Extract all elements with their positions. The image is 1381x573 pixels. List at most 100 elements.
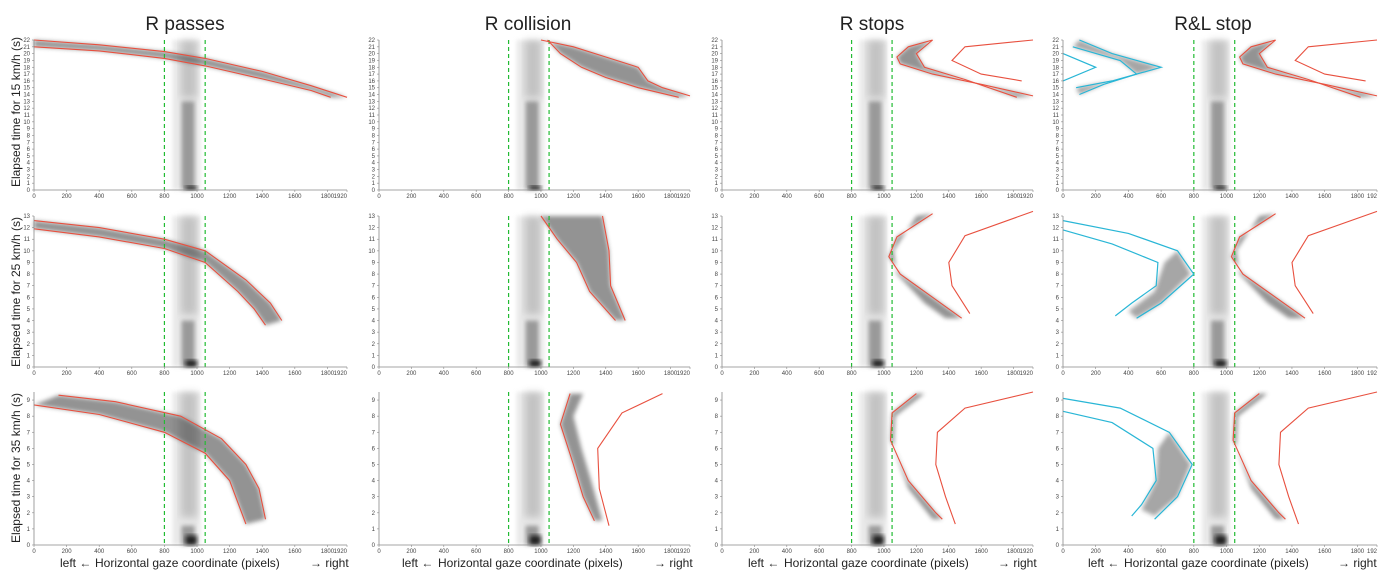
panel-r3-c1: 0 1 2 3 4 5 6 7 8 9 0 200 400 600 800 1000 1200 1400 1600 1… xyxy=(27,392,348,555)
y-tick-label: 6 xyxy=(1056,147,1060,153)
y-tick-label: 8 xyxy=(1056,414,1060,420)
x-tick-label: 800 xyxy=(159,194,170,200)
gaze-heat-band xyxy=(896,40,1033,98)
y-tick-label: 2 xyxy=(27,174,31,180)
xlabel-left: left ← xyxy=(748,556,779,570)
x-tick-label: 1000 xyxy=(190,194,204,200)
right-object-boundary-line xyxy=(896,39,1034,97)
y-tick-label: 3 xyxy=(27,495,31,501)
y-tick-label: 5 xyxy=(27,154,31,160)
y-tick-label: 1 xyxy=(1056,527,1060,533)
y-tick-label: 14 xyxy=(368,93,375,99)
x-tick-label: 1600 xyxy=(1318,549,1332,555)
left-object-boundary-line xyxy=(1062,397,1193,520)
x-tick-label: 400 xyxy=(1123,549,1134,555)
y-tick-label: 3 xyxy=(1056,495,1060,501)
x-tick-label: 1920 xyxy=(334,549,348,555)
x-tick-label: 1400 xyxy=(1285,194,1299,200)
upper-gaze-haze xyxy=(180,216,198,315)
x-tick-label: 200 xyxy=(1091,194,1102,200)
y-tick-label: 1 xyxy=(372,353,376,359)
y-tick-label: 22 xyxy=(23,38,30,44)
y-tick-label: 2 xyxy=(715,342,719,348)
x-tick-label: 1800 xyxy=(321,549,335,555)
fixation-heat-core xyxy=(872,360,884,367)
x-tick-label: 600 xyxy=(1156,549,1167,555)
y-tick-label: 15 xyxy=(368,86,375,92)
y-tick-label: 11 xyxy=(24,113,31,119)
x-tick-label: 1400 xyxy=(256,371,270,377)
fixation-heat-column xyxy=(1211,320,1225,367)
x-tick-label: 0 xyxy=(1061,549,1065,555)
column-title-r-collision: R collision xyxy=(485,14,572,35)
y-tick-label: 22 xyxy=(711,38,718,44)
gaze-heat-band xyxy=(1231,213,1305,319)
y-tick-label: 7 xyxy=(372,140,376,146)
upper-gaze-haze xyxy=(1210,40,1227,98)
y-tick-label: 0 xyxy=(372,365,376,371)
y-tick-label: 0 xyxy=(715,188,719,194)
x-tick-label: 600 xyxy=(1156,194,1167,200)
x-tick-label: 1800 xyxy=(321,371,335,377)
xlabel-right: → right xyxy=(998,556,1037,570)
y-tick-label: 8 xyxy=(715,133,719,139)
y-tick-label: 17 xyxy=(368,72,375,78)
left-object-boundary-line xyxy=(1075,39,1164,89)
x-tick-label: 1400 xyxy=(942,194,956,200)
xlabel-left: left ← xyxy=(60,556,91,570)
x-tick-label: 192 xyxy=(1367,194,1378,200)
y-tick-label: 4 xyxy=(27,319,31,325)
y-tick-label: 10 xyxy=(711,120,718,126)
x-tick-label: 1920 xyxy=(677,194,691,200)
y-tick-label: 17 xyxy=(711,72,718,78)
y-tick-label: 2 xyxy=(372,511,376,517)
fixation-heat-core xyxy=(1215,535,1227,545)
y-tick-label: 3 xyxy=(715,495,719,501)
x-tick-label: 1800 xyxy=(664,371,678,377)
x-tick-label: 1000 xyxy=(877,194,891,200)
y-tick-label: 15 xyxy=(1052,86,1059,92)
x-tick-label: 1200 xyxy=(1253,371,1267,377)
y-tick-label: 11 xyxy=(24,237,31,243)
x-tick-label: 1600 xyxy=(974,371,988,377)
y-tick-label: 1 xyxy=(1056,181,1060,187)
xlabel-middle: Horizontal gaze coordinate (pixels) xyxy=(784,556,969,570)
x-tick-label: 200 xyxy=(62,194,73,200)
xlabel-right: → right xyxy=(310,556,349,570)
upper-gaze-haze xyxy=(524,216,541,315)
x-tick-label: 800 xyxy=(159,371,170,377)
x-tick-label: 800 xyxy=(159,549,170,555)
y-tick-label: 7 xyxy=(715,284,719,290)
y-tick-label: 5 xyxy=(372,154,376,160)
right-object-boundary-line xyxy=(33,39,348,98)
y-tick-label: 6 xyxy=(27,446,31,452)
y-tick-label: 13 xyxy=(368,99,375,105)
x-tick-label: 200 xyxy=(1091,549,1102,555)
right-object-boundary-line xyxy=(33,220,283,321)
y-tick-label: 5 xyxy=(372,462,376,468)
y-tick-label: 11 xyxy=(369,237,376,243)
y-tick-label: 4 xyxy=(372,161,376,167)
y-tick-label: 6 xyxy=(372,446,376,452)
x-tick-label: 1600 xyxy=(288,549,302,555)
x-tick-label: 1400 xyxy=(256,194,270,200)
y-tick-label: 1 xyxy=(715,353,719,359)
y-tick-label: 7 xyxy=(27,430,31,436)
x-tick-label: 1400 xyxy=(599,371,613,377)
x-tick-label: 1800 xyxy=(1007,549,1021,555)
x-tick-label: 1800 xyxy=(664,194,678,200)
right-object-boundary-line xyxy=(33,46,331,98)
y-tick-label: 10 xyxy=(1052,120,1059,126)
right-object-boundary-line xyxy=(1258,39,1361,98)
x-tick-label: 1400 xyxy=(1285,371,1299,377)
x-tick-label: 1000 xyxy=(877,371,891,377)
left-object-boundary-line xyxy=(1062,410,1157,517)
y-tick-label: 6 xyxy=(27,295,31,301)
x-tick-label: 1200 xyxy=(910,549,924,555)
y-tick-label: 9 xyxy=(372,398,376,404)
upper-gaze-haze xyxy=(867,40,884,98)
x-tick-label: 1000 xyxy=(877,549,891,555)
